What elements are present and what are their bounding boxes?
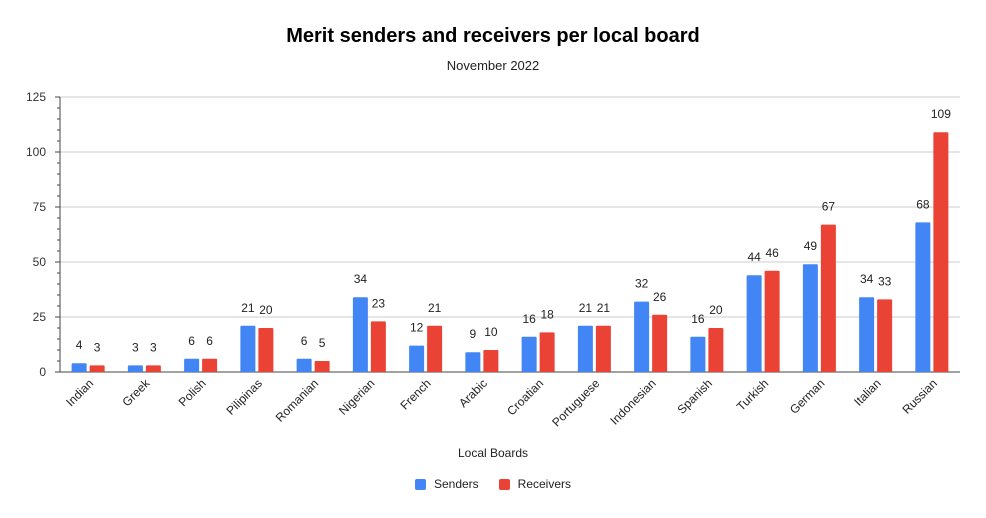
data-label: 16	[522, 312, 536, 326]
legend-swatch-senders	[414, 478, 426, 490]
bar-receivers	[145, 365, 161, 372]
bar-senders	[746, 275, 762, 372]
y-tick-label: 25	[33, 310, 47, 324]
data-label: 34	[860, 272, 874, 286]
bar-senders	[465, 352, 481, 372]
data-label: 21	[241, 301, 255, 315]
legend-label-senders: Senders	[433, 477, 479, 491]
data-label: 68	[916, 197, 930, 211]
x-tick-label: Turkish	[734, 376, 771, 413]
bar-senders	[184, 358, 200, 372]
data-label: 33	[878, 274, 892, 288]
bar-receivers	[764, 270, 780, 372]
y-tick-label: 125	[26, 90, 46, 104]
legend-label-receivers: Receivers	[517, 477, 572, 491]
data-label: 23	[372, 296, 386, 310]
bar-receivers	[595, 325, 611, 372]
legend-swatch-receivers	[498, 478, 510, 490]
bar-receivers	[258, 328, 274, 372]
x-axis-title: Local Boards	[457, 446, 529, 460]
bar-senders	[690, 336, 706, 372]
x-tick-label: French	[397, 376, 433, 412]
bar-receivers	[427, 325, 443, 372]
bar-receivers	[89, 365, 105, 372]
data-label: 3	[132, 340, 139, 354]
x-tick-label: Russian	[899, 376, 940, 417]
data-label: 10	[484, 325, 498, 339]
data-label: 32	[635, 277, 649, 291]
bar-senders	[521, 336, 537, 372]
x-tick-label: Polish	[176, 376, 209, 409]
bar-receivers	[933, 132, 949, 372]
legend-item-receivers[interactable]: Receivers	[498, 477, 572, 491]
bar-receivers	[652, 314, 668, 372]
bar-receivers	[314, 361, 330, 372]
data-label: 12	[410, 321, 424, 335]
data-label: 21	[597, 301, 611, 315]
data-label: 3	[150, 340, 157, 354]
data-label: 5	[319, 336, 326, 350]
data-label: 49	[804, 239, 818, 253]
y-tick-label: 0	[39, 365, 46, 379]
data-label: 9	[470, 327, 477, 341]
bar-senders	[296, 358, 312, 372]
bar-receivers	[708, 328, 724, 372]
bar-senders	[352, 297, 368, 372]
data-label: 4	[76, 338, 83, 352]
data-label: 26	[653, 290, 667, 304]
data-label: 44	[747, 250, 761, 264]
x-tick-label: Spanish	[674, 376, 715, 417]
data-label: 3	[94, 340, 101, 354]
data-label: 46	[765, 246, 779, 260]
legend: Senders Receivers	[0, 477, 986, 491]
data-label: 34	[354, 272, 368, 286]
bar-receivers	[202, 358, 218, 372]
bar-senders	[859, 297, 875, 372]
y-tick-label: 100	[26, 145, 46, 159]
data-label: 6	[188, 334, 195, 348]
bar-receivers	[877, 299, 893, 372]
data-label: 6	[301, 334, 308, 348]
bar-senders	[915, 222, 931, 372]
x-tick-label: Indian	[63, 376, 96, 409]
data-label: 16	[691, 312, 705, 326]
x-tick-label: Greek	[119, 376, 153, 410]
chart-title: Merit senders and receivers per local bo…	[286, 25, 700, 47]
x-tick-label: Nigerian	[336, 376, 378, 418]
y-tick-label: 50	[33, 255, 47, 269]
x-tick-label: Arabic	[456, 376, 490, 410]
bar-receivers	[370, 321, 386, 372]
bar-senders	[577, 325, 593, 372]
bar-receivers	[820, 224, 836, 372]
bar-senders	[127, 365, 143, 372]
x-tick-label: German	[787, 376, 828, 417]
data-label: 20	[709, 303, 723, 317]
bar-receivers	[483, 350, 499, 372]
chart-subtitle: November 2022	[446, 58, 540, 73]
y-tick-label: 75	[33, 200, 47, 214]
bar-senders	[240, 325, 256, 372]
x-tick-label: Pilipinas	[223, 376, 265, 418]
x-tick-label: Romanian	[273, 376, 322, 425]
x-tick-label: Portuguese	[549, 376, 603, 430]
bar-senders	[409, 345, 425, 372]
data-label: 18	[540, 307, 554, 321]
legend-item-senders[interactable]: Senders	[414, 477, 479, 491]
x-tick-label: Indonesian	[607, 376, 658, 427]
data-label: 6	[206, 334, 213, 348]
bar-receivers	[539, 332, 555, 372]
data-label: 21	[579, 301, 593, 315]
data-label: 67	[822, 200, 836, 214]
bar-senders	[71, 363, 87, 372]
bar-senders	[802, 264, 818, 372]
data-label: 109	[931, 107, 951, 121]
x-tick-label: Italian	[851, 376, 884, 409]
data-label: 21	[428, 301, 442, 315]
bar-senders	[634, 301, 650, 372]
x-tick-label: Croatian	[504, 376, 546, 418]
data-label: 20	[259, 303, 273, 317]
